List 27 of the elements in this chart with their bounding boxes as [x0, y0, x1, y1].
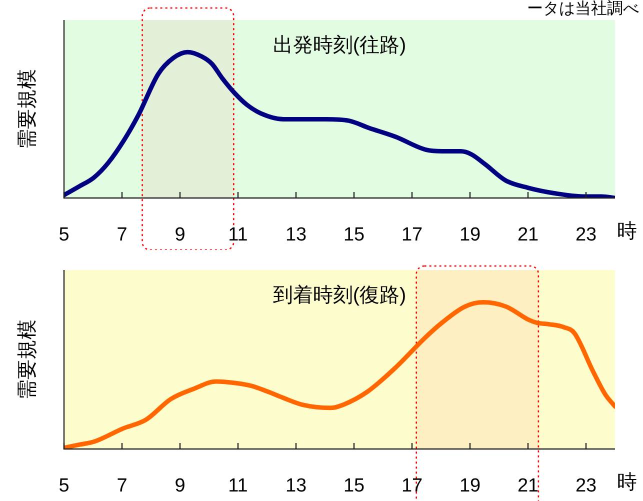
x-tick-label: 19	[459, 224, 481, 246]
x-tick-label: 19	[459, 476, 481, 497]
x-tick-label: 11	[228, 476, 248, 497]
text: ータは当社調べ	[527, 0, 639, 18]
x-tick-label: 11	[228, 224, 248, 246]
x-tick-label: 13	[285, 224, 307, 246]
chart-title: 出発時刻(往路)	[272, 34, 406, 57]
x-tick-label: 21	[517, 224, 539, 246]
x-axis-title: 時	[617, 220, 637, 243]
x-tick-label: 15	[343, 224, 365, 246]
x-tick-label: 9	[174, 224, 186, 246]
x-tick-label: 9	[174, 476, 186, 497]
y-axis-title: 需要規模	[16, 320, 39, 400]
x-tick-label: 5	[58, 224, 70, 246]
y-axis-title: 需要規模	[16, 69, 39, 149]
x-tick-label: 5	[58, 476, 70, 497]
x-tick-label: 13	[285, 476, 307, 497]
x-tick-label: 17	[401, 224, 423, 246]
chart-title: 到着時刻(復路)	[272, 284, 406, 307]
x-tick-label: 23	[575, 476, 597, 497]
x-tick-label: 15	[343, 476, 365, 497]
x-tick-label: 17	[401, 476, 423, 497]
x-tick-label: 7	[116, 476, 128, 497]
x-tick-label: 7	[116, 224, 128, 246]
x-axis-title: 時	[617, 472, 637, 494]
x-tick-label: 23	[575, 224, 597, 246]
x-tick-label: 21	[517, 476, 539, 497]
